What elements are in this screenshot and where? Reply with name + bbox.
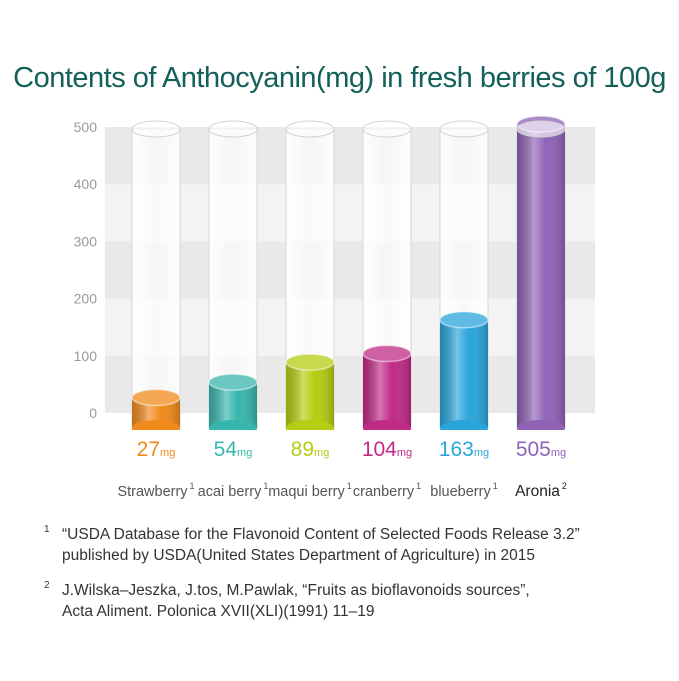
tube-aronia xyxy=(516,115,566,437)
footnote-mark: 2 xyxy=(44,580,50,591)
tube-acai-berry xyxy=(208,120,258,437)
glass-tube-rim xyxy=(285,120,335,138)
tube-maqui-berry xyxy=(285,120,335,437)
bar-shine xyxy=(440,319,488,428)
glass-tube xyxy=(131,128,181,429)
value-pedestal xyxy=(440,430,488,460)
grid-band xyxy=(105,298,595,356)
value-pedestal xyxy=(132,430,180,460)
anthocyanin-bar-chart: 0 100 200 300 400 500 27mg Strawberry 1 54mg acai… xyxy=(74,115,595,500)
bar-shine xyxy=(286,362,334,428)
bar-top xyxy=(208,373,258,391)
y-tick-label: 300 xyxy=(74,233,98,249)
category-label: cranberry 1 xyxy=(353,481,421,500)
category-label: Aronia 2 xyxy=(515,481,567,500)
grid-band xyxy=(105,241,595,299)
footnote-mark: 1 xyxy=(44,524,50,535)
y-tick-label: 400 xyxy=(74,176,98,192)
bar-top-gloss xyxy=(132,389,180,406)
tube-blueberry xyxy=(439,120,489,437)
bar-top xyxy=(362,344,412,363)
bar-top-gloss xyxy=(440,311,488,328)
value-label: 89mg xyxy=(291,438,330,461)
bar-top xyxy=(439,311,489,329)
glass-tube-rim xyxy=(208,120,258,138)
footnote-2: 2 J.Wilska–Jeszka, J.tos, M.Pawlak, “Fru… xyxy=(44,580,530,622)
category-label: blueberry 1 xyxy=(430,481,497,500)
footnote-line: published by USDA(United States Departme… xyxy=(62,547,535,564)
value-label: 163mg xyxy=(439,438,489,461)
bar-top xyxy=(285,353,335,371)
category-label: acai berry 1 xyxy=(198,481,269,500)
value-pedestal xyxy=(209,430,257,460)
glass-tube-rim xyxy=(439,120,489,138)
y-tick-label: 100 xyxy=(74,348,98,364)
value-label: 54mg xyxy=(214,438,253,461)
bar-top-gloss xyxy=(363,345,411,362)
chart-title: Contents of Anthocyanin(mg) in fresh ber… xyxy=(13,62,666,94)
value-label: 505mg xyxy=(516,438,566,461)
category-label: Strawberry 1 xyxy=(117,481,194,500)
footnote-line: J.Wilska–Jeszka, J.tos, M.Pawlak, “Fruit… xyxy=(62,582,530,599)
footnote-line: Acta Aliment. Polonica XVII(XLI)(1991) 1… xyxy=(62,603,375,620)
tube-strawberry xyxy=(131,120,181,437)
tube-cranberry xyxy=(362,120,412,437)
footnote-line: “USDA Database for the Flavonoid Content… xyxy=(62,526,580,543)
bar-top-gloss xyxy=(209,374,257,391)
value-label: 104mg xyxy=(362,438,412,461)
y-tick-label: 0 xyxy=(89,405,97,421)
glass-tube-rim xyxy=(516,120,566,138)
grid-band xyxy=(105,127,595,185)
value-label: 27mg xyxy=(137,438,176,461)
y-tick-label: 200 xyxy=(74,291,98,307)
grid-band xyxy=(105,184,595,242)
grid-band xyxy=(105,355,595,413)
category-label: maqui berry 1 xyxy=(268,481,352,500)
bar-shine xyxy=(363,353,411,428)
value-pedestal xyxy=(517,430,565,460)
bar-top xyxy=(131,388,181,407)
bar-top-gloss xyxy=(286,354,334,371)
y-tick-label: 500 xyxy=(74,119,98,135)
value-pedestal xyxy=(286,430,334,460)
value-pedestal xyxy=(363,430,411,460)
bar-shine xyxy=(517,124,565,428)
glass-tube-rim xyxy=(131,120,181,138)
footnote-1: 1 “USDA Database for the Flavonoid Conte… xyxy=(44,524,580,566)
glass-tube-rim xyxy=(362,120,412,138)
